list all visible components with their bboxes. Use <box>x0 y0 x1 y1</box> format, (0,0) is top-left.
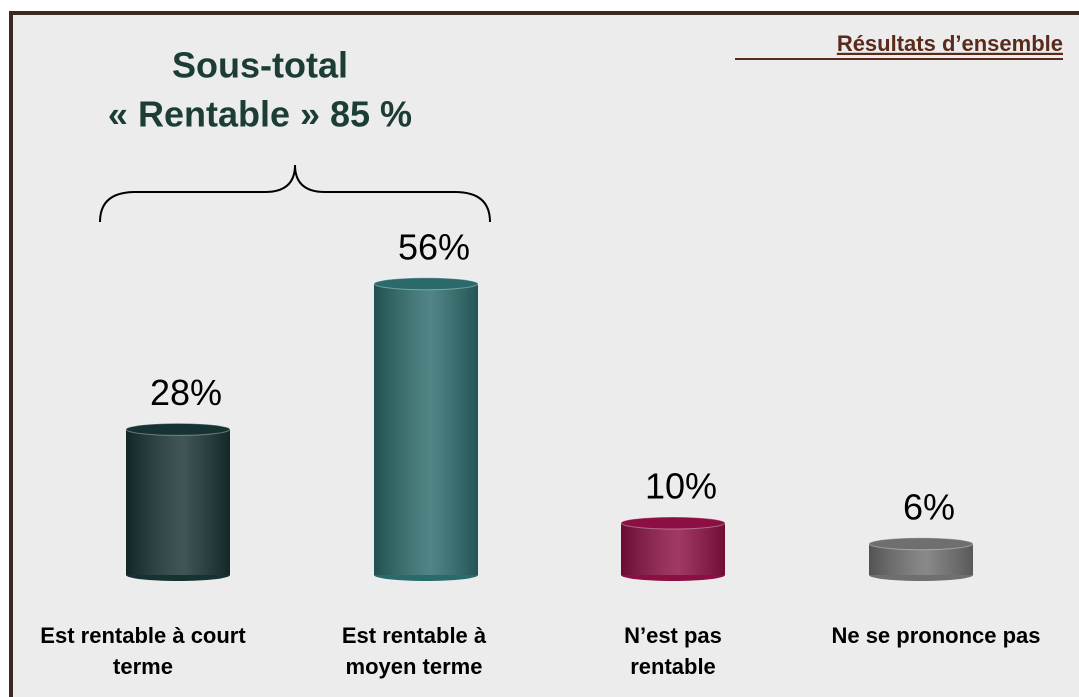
bar <box>125 422 231 581</box>
value-label: 6% <box>903 486 955 527</box>
bar-shine <box>374 283 478 575</box>
value-label: 56% <box>398 226 470 267</box>
bar-top <box>125 422 231 436</box>
category-label: N’est pas rentable <box>624 623 722 679</box>
category-label: Ne se prononce pas <box>831 623 1041 648</box>
bar-shine <box>621 523 725 575</box>
value-label: 10% <box>645 466 717 507</box>
value-label: 28% <box>150 372 222 413</box>
annotation: Sous-total <box>172 45 348 86</box>
bar-top <box>373 277 479 291</box>
annotation: « Rentable » 85 % <box>108 94 412 135</box>
chart-title: Résultats d’ensemble <box>837 31 1063 56</box>
bar-shine <box>126 429 230 575</box>
bar <box>373 277 479 581</box>
category-label: Est rentable à moyen terme <box>341 623 487 679</box>
bar <box>868 537 974 581</box>
brace <box>99 164 491 223</box>
category-label: Est rentable à court terme <box>40 623 246 679</box>
bar-top <box>868 537 974 551</box>
bar-top <box>620 516 726 530</box>
bar <box>620 516 726 581</box>
frame <box>9 11 1079 697</box>
